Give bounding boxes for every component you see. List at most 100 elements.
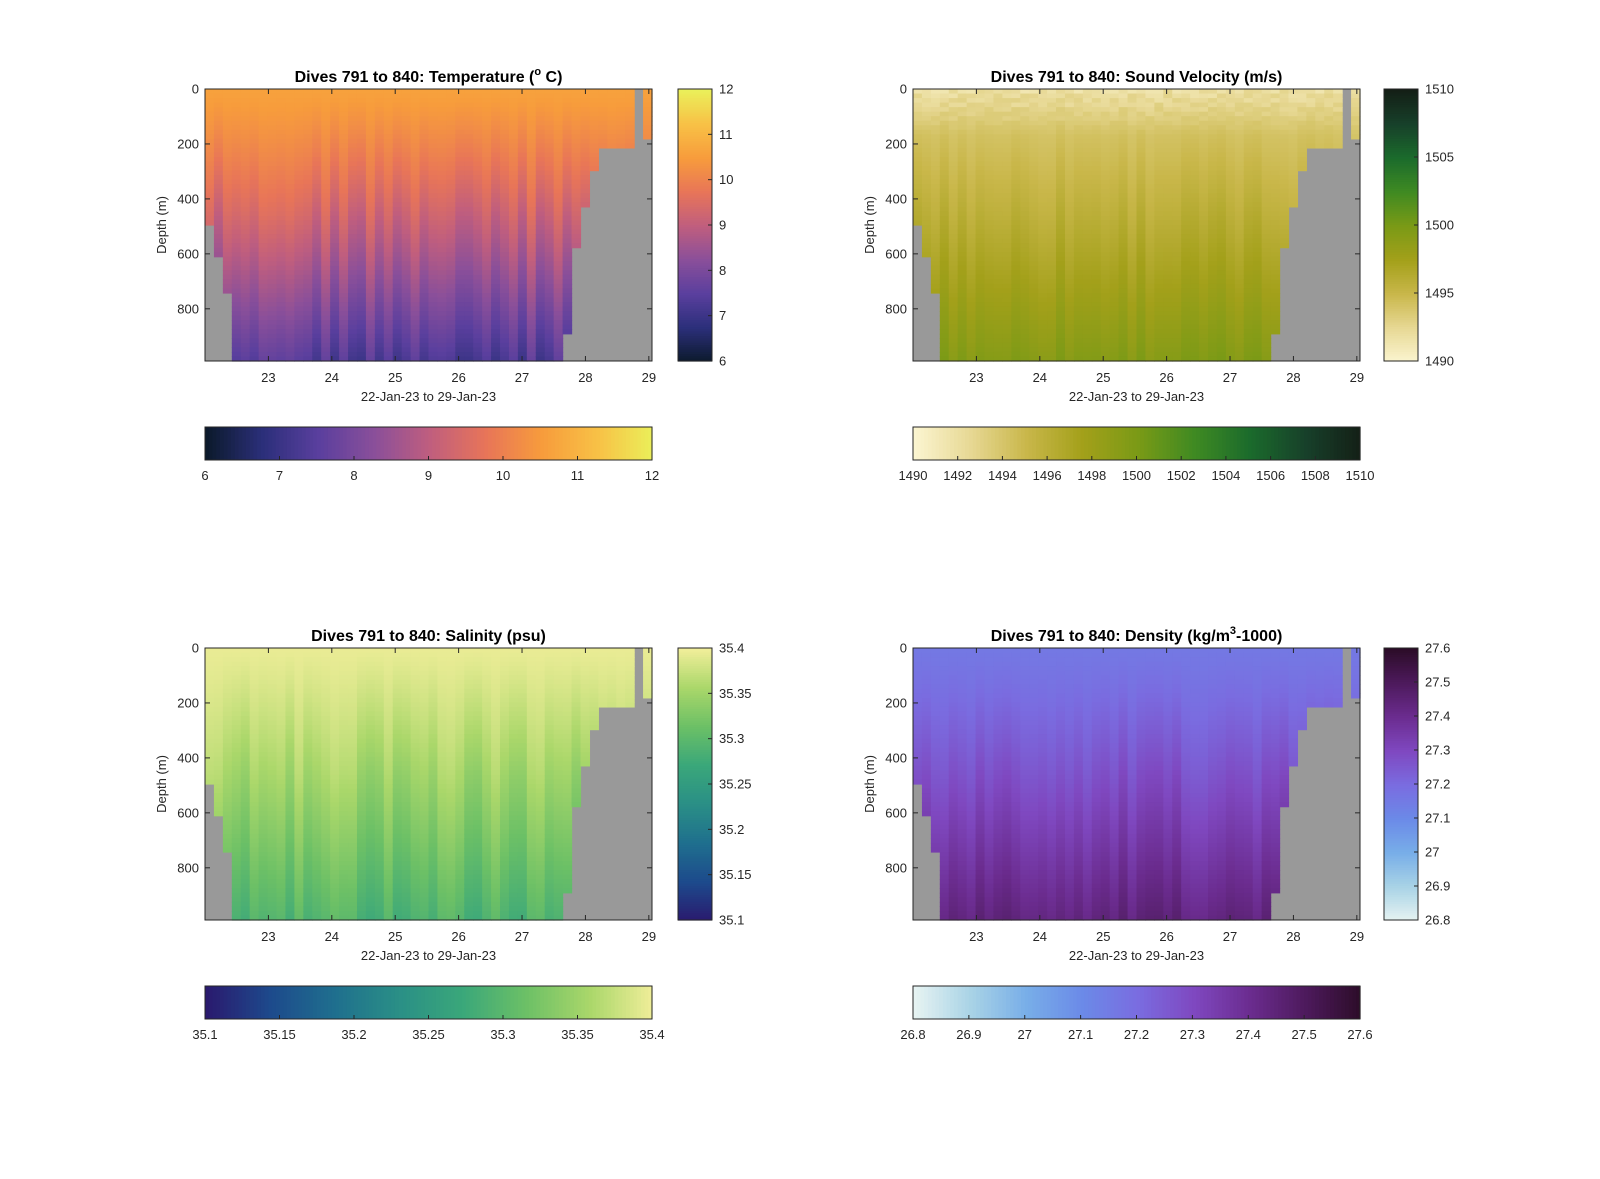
heatmap-cell [285,175,295,181]
heatmap-cell [383,302,394,308]
heatmap-cell [231,134,242,140]
heatmap-cell [267,247,278,253]
heatmap-cell [374,197,385,203]
heatmap-cell [231,102,242,108]
heatmap-cell [993,229,1003,235]
heatmap-cell [356,179,367,185]
heatmap-cell [231,166,242,172]
heatmap-cell [598,111,608,117]
heatmap-cell [1118,157,1129,163]
heatmap-cell [948,129,959,135]
heatmap-cell [1172,333,1182,339]
heatmap-cell [482,270,492,276]
colorbar-segment [678,256,712,260]
heatmap-cell [1082,197,1093,203]
heatmap-cell [285,202,295,208]
heatmap-cell [276,306,287,312]
heatmap-cell [258,288,269,294]
heatmap-cell [330,311,340,317]
heatmap-cell [1216,179,1227,185]
heatmap-cell [1100,225,1111,231]
heatmap-cell [383,306,394,312]
heatmap-cell [374,279,385,285]
heatmap-cell [374,184,385,190]
heatmap-cell [589,111,599,117]
heatmap-cell [1145,202,1155,208]
heatmap-cell [491,107,501,113]
heatmap-cell [1216,125,1227,131]
heatmap-cell [294,193,304,199]
colorbar-segment [678,295,712,299]
colorbar-segment [678,154,712,158]
heatmap-cell [294,89,304,95]
heatmap-cell [1082,161,1093,167]
heatmap-cell [419,342,430,348]
heatmap-cell [491,125,501,131]
heatmap-cell [1109,261,1120,267]
heatmap-cell [975,238,986,244]
heatmap-cell [455,143,465,149]
heatmap-cell [455,166,465,172]
heatmap-cell [1181,311,1191,317]
heatmap-cell [517,170,528,176]
heatmap-cell [1109,152,1120,158]
heatmap-cell [1172,279,1182,285]
heatmap-cell [1181,293,1191,299]
heatmap-cell [1038,215,1048,222]
heatmap-cell [948,265,959,271]
heatmap-cell [930,225,941,231]
heatmap-cell [276,157,287,163]
heatmap-cell [957,351,968,358]
heatmap-cell [975,351,986,358]
heatmap-cell [966,252,977,258]
heatmap-cell [1091,102,1102,108]
heatmap-cell [1234,138,1245,144]
heatmap-cell [508,288,519,294]
heatmap-cell [1038,179,1048,185]
heatmap-cell [473,261,483,267]
heatmap-cell [455,329,465,335]
heatmap-cell [1234,211,1245,217]
heatmap-cell [1118,138,1129,144]
heatmap-cell [473,125,483,131]
heatmap-cell [276,225,287,231]
heatmap-cell [339,342,349,348]
heatmap-cell [1208,107,1218,113]
heatmap-cell [517,116,528,122]
heatmap-cell [957,107,968,113]
heatmap-cell [1136,147,1147,154]
heatmap-cell [1208,351,1218,358]
heatmap-cell [526,125,537,131]
heatmap-cell [1127,93,1138,99]
heatmap-cell [276,288,287,294]
heatmap-cell [544,161,555,167]
heatmap-cell [526,215,537,222]
heatmap-cell [294,225,304,231]
heatmap-cell [455,293,465,299]
heatmap-cell [410,265,421,271]
heatmap-cell [948,93,959,99]
heatmap-cell [1199,342,1209,348]
colorbar-segment [678,204,712,208]
heatmap-cell [1038,256,1048,262]
heatmap-cell [1082,98,1093,104]
heatmap-cell [312,107,322,113]
heatmap-cell [258,247,269,253]
heatmap-cell [948,342,959,348]
heatmap-cell [1118,229,1129,235]
heatmap-cell [455,120,465,126]
heatmap-cell [544,120,555,126]
heatmap-cell [482,138,492,144]
heatmap-cell [1172,261,1182,267]
heatmap-cell [598,129,608,135]
heatmap-cell [374,134,385,140]
heatmap-cell [1208,111,1218,117]
heatmap-cell [419,256,430,262]
heatmap-cell [410,206,421,212]
heatmap-cell [437,89,447,95]
heatmap-cell [410,111,421,117]
heatmap-cell [419,161,430,167]
colorbar-segment [592,427,597,460]
heatmap-cell [258,202,269,208]
heatmap-cell [419,193,430,199]
